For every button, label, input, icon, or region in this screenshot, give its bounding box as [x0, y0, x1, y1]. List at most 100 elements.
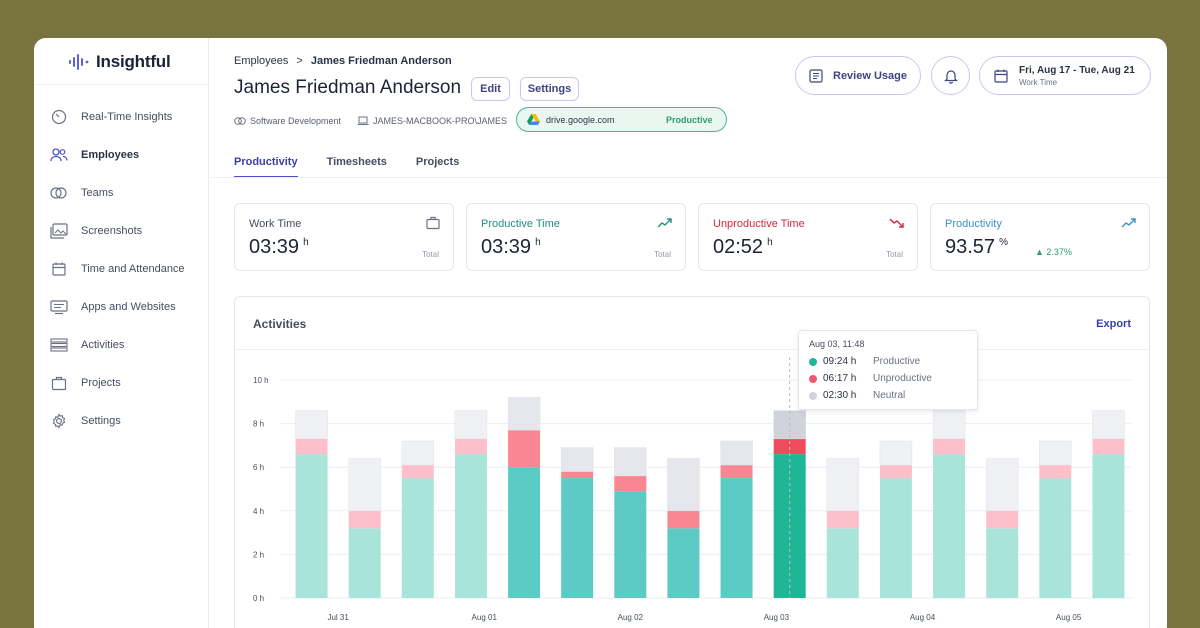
- notifications-button[interactable]: [931, 56, 970, 95]
- bar-unproductive-15: [1092, 438, 1125, 455]
- tooltip-row-neutral: 02:30 h Neutral: [809, 387, 967, 404]
- bar-neutral-3: [454, 410, 488, 440]
- sidebar-item-screenshots[interactable]: Screenshots: [50, 212, 200, 250]
- sidebar-item-time-and-attendance[interactable]: Time and Attendance: [50, 250, 200, 288]
- bar-productive-14: [1039, 478, 1072, 598]
- computer-name: JAMES-MACBOOK-PRO\JAMES: [373, 116, 508, 126]
- trend-down-icon: [889, 218, 904, 228]
- breadcrumb-parent[interactable]: Employees: [234, 55, 289, 67]
- tooltip-title: Aug 03, 11:48: [809, 339, 865, 349]
- stat-label: Productive Time: [481, 218, 560, 230]
- bar-neutral-11: [879, 440, 913, 466]
- monitor-icon: [50, 298, 68, 316]
- current-app-site: drive.google.com: [546, 114, 615, 125]
- bar-unproductive-8: [720, 465, 753, 479]
- stat-label: Productivity: [945, 218, 1002, 230]
- review-usage-button[interactable]: Review Usage: [795, 56, 921, 95]
- stat-value: 02:52 h: [713, 236, 773, 258]
- stat-card-unproductive-time: Unproductive Time 02:52 h Total: [698, 203, 918, 271]
- tab-productivity[interactable]: Productivity: [234, 156, 298, 178]
- bar-neutral-14: [1039, 440, 1072, 466]
- trend-up-icon: [1121, 218, 1136, 228]
- bar-productive-11: [879, 478, 912, 598]
- sidebar-item-activities[interactable]: Activities: [50, 326, 200, 364]
- stat-label: Unproductive Time: [713, 218, 805, 230]
- bar-neutral-15: [1092, 410, 1125, 440]
- productive-dot-icon: [809, 357, 817, 366]
- activities-chart: 10 h 8 h 6 h 4 h 2 h 0 h Jul 31 Aug 01 Aug 02 Aug…: [253, 357, 1131, 622]
- bar-productive-3: [454, 454, 487, 598]
- edit-button[interactable]: Edit: [471, 77, 510, 101]
- sidebar-item-projects[interactable]: Projects: [50, 364, 200, 402]
- bar-productive-5: [561, 478, 594, 598]
- trend-up-icon: [657, 218, 672, 228]
- bar-neutral-10: [826, 458, 860, 512]
- page-title: James Friedman Anderson: [234, 77, 462, 98]
- bar-productive-12: [933, 454, 966, 598]
- bar-productive-0: [295, 454, 328, 598]
- sidebar-item-label: Apps and Websites: [81, 301, 176, 313]
- sidebar-item-label: Time and Attendance: [81, 263, 185, 275]
- x-tick-label: Aug 05: [1056, 613, 1082, 622]
- tab-timesheets[interactable]: Timesheets: [326, 156, 387, 168]
- date-range-text: Fri, Aug 17 - Tue, Aug 21 Work Time: [1019, 65, 1135, 87]
- bar-productive-1: [348, 528, 381, 598]
- stat-sub: Total: [654, 250, 671, 259]
- sidebar-item-label: Settings: [81, 415, 121, 427]
- team-name: Software Development: [250, 116, 342, 126]
- y-tick-label: 2 h: [253, 550, 264, 559]
- breadcrumb-current: James Friedman Anderson: [310, 55, 452, 67]
- sidebar-item-apps-and-websites[interactable]: Apps and Websites: [50, 288, 200, 326]
- breadcrumb: Employees > James Friedman Anderson: [234, 55, 452, 67]
- x-tick-label: Aug 02: [618, 613, 644, 622]
- tab-projects[interactable]: Projects: [415, 156, 460, 168]
- activities-divider: [235, 349, 1149, 350]
- bar-neutral-7: [667, 458, 700, 512]
- bar-neutral-2: [401, 440, 435, 466]
- sidebar-item-label: Employees: [81, 149, 140, 161]
- y-tick-label: 4 h: [253, 507, 264, 516]
- current-app-badge[interactable]: drive.google.com Productive: [516, 107, 727, 132]
- sidebar-item-settings[interactable]: Settings: [50, 402, 200, 440]
- bar-unproductive-6: [614, 475, 647, 492]
- bar-neutral-8: [720, 440, 753, 466]
- bar-neutral-0: [295, 410, 328, 440]
- breadcrumb-separator: >: [296, 55, 303, 67]
- bar-unproductive-14: [1039, 465, 1072, 479]
- bar-unproductive-3: [454, 438, 487, 455]
- settings-button[interactable]: Settings: [520, 77, 579, 101]
- tooltip-label: Neutral: [873, 390, 906, 401]
- bar-productive-6: [614, 491, 647, 598]
- date-range-picker[interactable]: Fri, Aug 17 - Tue, Aug 21 Work Time: [979, 56, 1151, 95]
- team-meta: Software Development: [234, 116, 341, 126]
- logo[interactable]: Insightful: [68, 52, 171, 72]
- tooltip-label: Productive: [873, 356, 921, 367]
- x-tick-label: Aug 04: [910, 613, 936, 622]
- screenshots-icon: [50, 222, 68, 240]
- current-app-status: Productive: [666, 114, 713, 125]
- export-link[interactable]: Export: [1096, 318, 1131, 330]
- stat-value: 03:39 h: [249, 236, 309, 258]
- date-range-value: Fri, Aug 17 - Tue, Aug 21: [1019, 64, 1135, 76]
- tooltip-value: 09:24 h: [823, 356, 857, 367]
- sidebar-item-teams[interactable]: Teams: [50, 174, 200, 212]
- bar-neutral-6: [614, 447, 647, 477]
- teams-icon: [50, 184, 68, 202]
- app-window: Insightful Real-Time Insights Employees: [34, 38, 1167, 628]
- bar-unproductive-4: [508, 430, 541, 468]
- sidebar-item-employees[interactable]: Employees: [50, 136, 200, 174]
- report-icon: [809, 68, 823, 83]
- briefcase-icon: [50, 374, 68, 392]
- x-tick-label: Aug 01: [472, 613, 498, 622]
- bar-unproductive-10: [826, 510, 859, 529]
- y-tick-label: 0 h: [253, 594, 264, 603]
- bar-productive-10: [826, 528, 859, 598]
- tooltip-row-productive: 09:24 h Productive: [809, 353, 967, 370]
- sidebar-item-real-time-insights[interactable]: Real-Time Insights: [50, 98, 200, 136]
- review-usage-label: Review Usage: [833, 69, 907, 82]
- stat-card-productivity: Productivity 93.57% ▲ 2.37%: [930, 203, 1150, 271]
- bar-productive-7: [667, 528, 700, 598]
- neutral-dot-icon: [809, 391, 817, 400]
- calendar-icon: [994, 69, 1008, 83]
- bar-unproductive-9: [773, 438, 806, 455]
